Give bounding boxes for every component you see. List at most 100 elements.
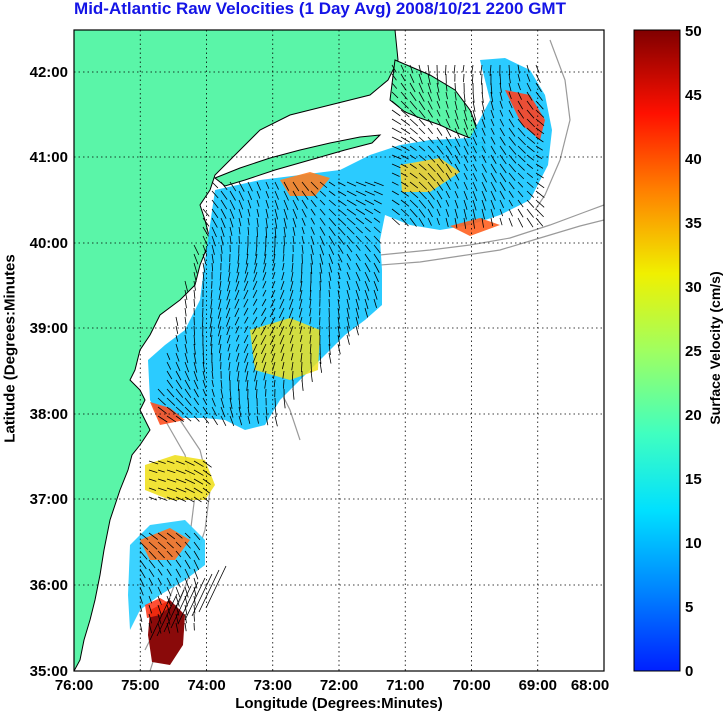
velocity-arrow: [157, 406, 167, 414]
x-tick-label: 71:00: [386, 677, 424, 694]
velocity-arrow: [202, 262, 206, 273]
velocity-arrow: [211, 262, 214, 272]
velocity-arrow: [262, 271, 267, 281]
velocity-arrow: [427, 73, 431, 85]
velocity-arrow: [409, 181, 419, 189]
velocity-arrow: [517, 172, 525, 180]
velocity-arrow: [526, 136, 536, 144]
velocity-arrow: [247, 190, 253, 201]
velocity-arrow: [337, 262, 342, 271]
velocity-arrow: [265, 199, 269, 209]
velocity-arrow: [472, 208, 476, 220]
velocity-arrow: [310, 253, 314, 265]
velocity-arrow: [535, 136, 544, 143]
velocity-arrow: [346, 253, 352, 261]
velocity-arrow: [490, 100, 494, 111]
velocity-arrow: [157, 388, 165, 397]
velocity-arrow: [445, 199, 450, 207]
velocity-arrow: [184, 577, 190, 589]
velocity-arrow: [166, 460, 175, 464]
velocity-arrow: [202, 415, 210, 424]
velocity-arrow: [288, 307, 294, 319]
velocity-arrow: [300, 334, 303, 342]
velocity-arrow: [290, 352, 294, 361]
velocity-arrow: [454, 172, 460, 181]
velocity-arrow: [535, 145, 543, 151]
velocity-arrow: [202, 388, 207, 397]
velocity-arrow: [337, 307, 340, 319]
velocity-arrow: [252, 352, 258, 364]
velocity-arrow: [246, 244, 249, 256]
velocity-arrow: [391, 190, 399, 196]
velocity-arrow: [508, 64, 511, 76]
velocity-arrow: [427, 154, 436, 163]
velocity-arrow: [508, 100, 513, 109]
velocity-arrow: [237, 379, 240, 391]
velocity-arrow: [278, 316, 285, 328]
velocity-arrow: [364, 226, 371, 233]
velocity-arrow: [310, 181, 319, 190]
velocity-arrow: [166, 370, 173, 380]
velocity-arrow: [427, 172, 436, 182]
velocity-arrow: [328, 226, 336, 236]
velocity-arrow: [490, 199, 495, 210]
velocity-arrow: [237, 253, 240, 264]
velocity-arrow: [436, 190, 443, 200]
velocity-arrow: [139, 532, 149, 540]
velocity-arrow: [157, 568, 163, 576]
velocity-arrow: [283, 208, 288, 220]
velocity-arrow: [472, 154, 477, 162]
x-tick-label: 69:00: [519, 677, 557, 694]
velocity-arrow: [328, 208, 337, 217]
velocity-arrow: [252, 307, 258, 315]
velocity-arrow: [319, 352, 322, 364]
velocity-arrow: [261, 307, 267, 317]
velocity-arrow: [364, 280, 370, 292]
velocity-arrow: [400, 217, 409, 227]
velocity-arrow: [202, 235, 209, 247]
velocity-arrow: [427, 64, 430, 76]
velocity-arrow: [319, 235, 325, 246]
velocity-arrow: [166, 496, 178, 502]
velocity-arrow: [193, 415, 200, 422]
velocity-arrow: [490, 172, 497, 183]
velocity-arrow: [346, 199, 357, 206]
velocity-arrow: [229, 235, 232, 245]
velocity-arrow: [281, 352, 285, 362]
velocity-arrow: [220, 208, 227, 219]
velocity-arrow: [427, 190, 435, 200]
velocity-arrow: [373, 271, 379, 283]
velocity-arrow: [481, 127, 486, 136]
velocity-arrow: [309, 280, 312, 292]
velocity-arrow: [337, 316, 340, 328]
velocity-arrow: [400, 73, 406, 82]
velocity-arrow: [205, 565, 227, 609]
velocity-arrow: [481, 199, 486, 211]
velocity-arrow: [328, 298, 330, 308]
velocity-arrow: [218, 334, 222, 345]
velocity-arrow: [517, 109, 525, 119]
velocity-arrow: [262, 361, 267, 372]
velocity-arrow: [463, 208, 467, 220]
velocity-arrow: [229, 199, 236, 210]
velocity-arrow: [166, 532, 176, 540]
velocity-arrow: [490, 163, 497, 174]
velocity-arrow: [472, 136, 478, 146]
velocity-arrow: [508, 145, 517, 155]
velocity-arrow: [508, 118, 515, 128]
velocity-arrow: [238, 406, 242, 418]
velocity-arrow: [409, 190, 419, 199]
velocity-arrow: [175, 469, 186, 474]
velocity-arrow: [184, 586, 189, 598]
velocity-arrow: [252, 316, 258, 325]
velocity-arrow: [391, 109, 401, 117]
velocity-arrow: [418, 100, 426, 111]
velocity-arrow: [355, 217, 365, 225]
velocity-arrow: [184, 604, 188, 615]
velocity-arrow: [490, 154, 497, 164]
velocity-arrow: [319, 244, 325, 256]
velocity-arrow: [193, 352, 197, 364]
velocity-arrow: [193, 577, 198, 589]
velocity-arrow: [175, 352, 180, 362]
velocity-arrow: [260, 325, 267, 336]
